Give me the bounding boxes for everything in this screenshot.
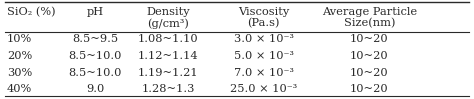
Text: 10%: 10% [7,34,32,44]
Text: 9.0: 9.0 [86,84,104,94]
Text: 20%: 20% [7,51,32,61]
Text: Density
(g/cm³): Density (g/cm³) [146,7,190,29]
Text: pH: pH [87,7,104,17]
Text: 1.28~1.3: 1.28~1.3 [142,84,195,94]
Text: 10~20: 10~20 [350,51,389,61]
Text: 10~20: 10~20 [350,84,389,94]
Text: 10~20: 10~20 [350,34,389,44]
Text: 1.08~1.10: 1.08~1.10 [138,34,199,44]
Text: Viscosity
(Pa.s): Viscosity (Pa.s) [238,7,289,29]
Text: 10~20: 10~20 [350,68,389,78]
Text: 8.5~10.0: 8.5~10.0 [69,68,122,78]
Text: 3.0 × 10⁻³: 3.0 × 10⁻³ [234,34,294,44]
Text: 8.5~10.0: 8.5~10.0 [69,51,122,61]
Text: 5.0 × 10⁻³: 5.0 × 10⁻³ [234,51,294,61]
Text: 40%: 40% [7,84,32,94]
Text: Average Particle
Size(nm): Average Particle Size(nm) [322,7,417,29]
Text: 1.19~1.21: 1.19~1.21 [138,68,199,78]
Text: 1.12~1.14: 1.12~1.14 [138,51,199,61]
Text: 25.0 × 10⁻³: 25.0 × 10⁻³ [230,84,297,94]
Text: 8.5~9.5: 8.5~9.5 [72,34,118,44]
Text: 30%: 30% [7,68,32,78]
Text: 7.0 × 10⁻³: 7.0 × 10⁻³ [234,68,294,78]
Text: SiO₂ (%): SiO₂ (%) [7,7,55,17]
